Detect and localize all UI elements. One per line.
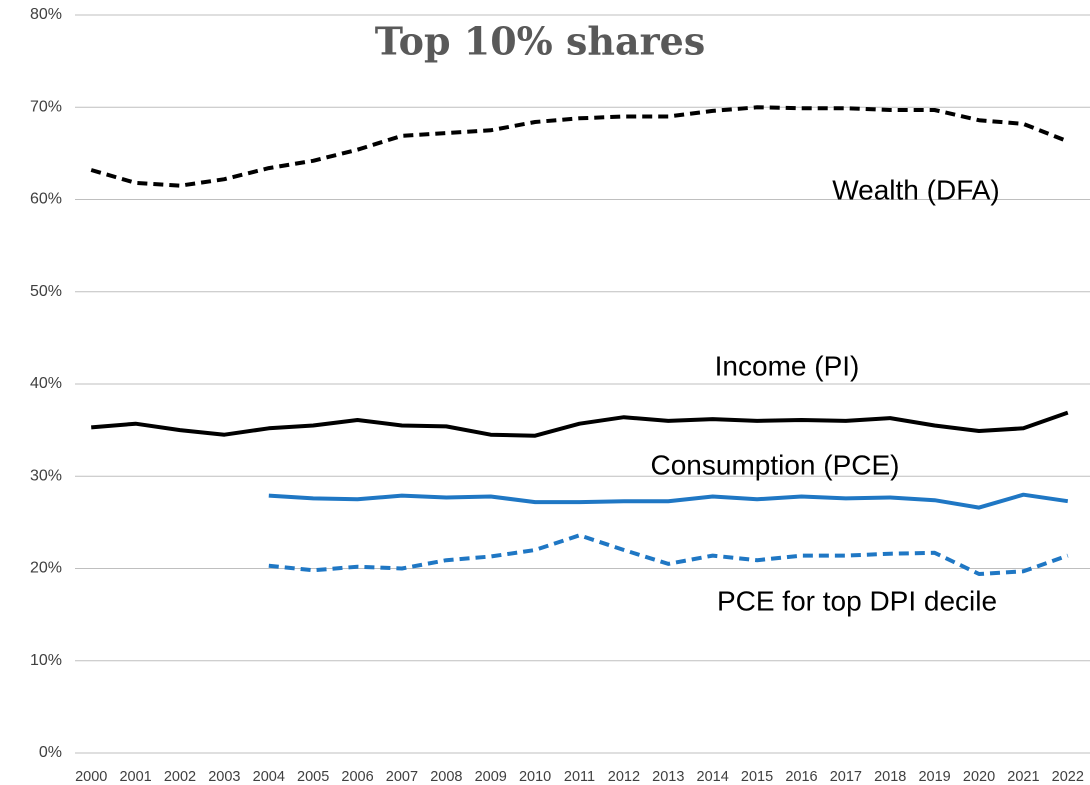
- x-tick-label: 2002: [164, 769, 196, 785]
- x-tick-label: 2005: [297, 769, 329, 785]
- x-tick-label: 2004: [253, 769, 285, 785]
- x-tick-label: 2010: [519, 769, 551, 785]
- y-tick-label: 30%: [30, 467, 62, 484]
- x-tick-label: 2017: [830, 769, 862, 785]
- series-label: Consumption (PCE): [651, 449, 900, 480]
- series-line: [268, 492, 1069, 510]
- y-tick-label: 70%: [30, 98, 62, 115]
- series-label: Income (PI): [715, 350, 860, 381]
- x-tick-label: 2016: [785, 769, 817, 785]
- x-tick-label: 2007: [386, 769, 418, 785]
- x-tick-label: 2013: [652, 769, 684, 785]
- series-line: [91, 410, 1069, 438]
- x-tick-label: 2012: [608, 769, 640, 785]
- y-tick-label: 0%: [39, 744, 62, 761]
- x-tick-label: 2003: [208, 769, 240, 785]
- y-tick-label: 10%: [30, 652, 62, 669]
- y-tick-label: 60%: [30, 191, 62, 208]
- x-tick-label: 2021: [1007, 769, 1039, 785]
- x-tick-label: 2015: [741, 769, 773, 785]
- series-label: PCE for top DPI decile: [717, 585, 997, 616]
- series-label: Wealth (DFA): [832, 174, 1000, 205]
- x-tick-label: 2009: [475, 769, 507, 785]
- x-tick-label: 2008: [430, 769, 462, 785]
- y-tick-label: 20%: [30, 560, 62, 577]
- y-tick-label: 40%: [30, 375, 62, 392]
- x-tick-label: 2019: [918, 769, 950, 785]
- x-tick-label: 2018: [874, 769, 906, 785]
- series-line: [268, 533, 1069, 576]
- x-tick-label: 2011: [564, 769, 595, 785]
- series-line: [90, 105, 1069, 188]
- x-tick-label: 2022: [1052, 769, 1084, 785]
- chart-title: Top 10% shares: [375, 19, 706, 64]
- x-tick-label: 2001: [119, 769, 151, 785]
- x-tick-label: 2014: [697, 769, 729, 785]
- y-tick-label: 80%: [30, 6, 62, 23]
- x-tick-label: 2000: [75, 769, 107, 785]
- x-tick-label: 2006: [341, 769, 373, 785]
- x-tick-label: 2020: [963, 769, 995, 785]
- y-tick-label: 50%: [30, 283, 62, 300]
